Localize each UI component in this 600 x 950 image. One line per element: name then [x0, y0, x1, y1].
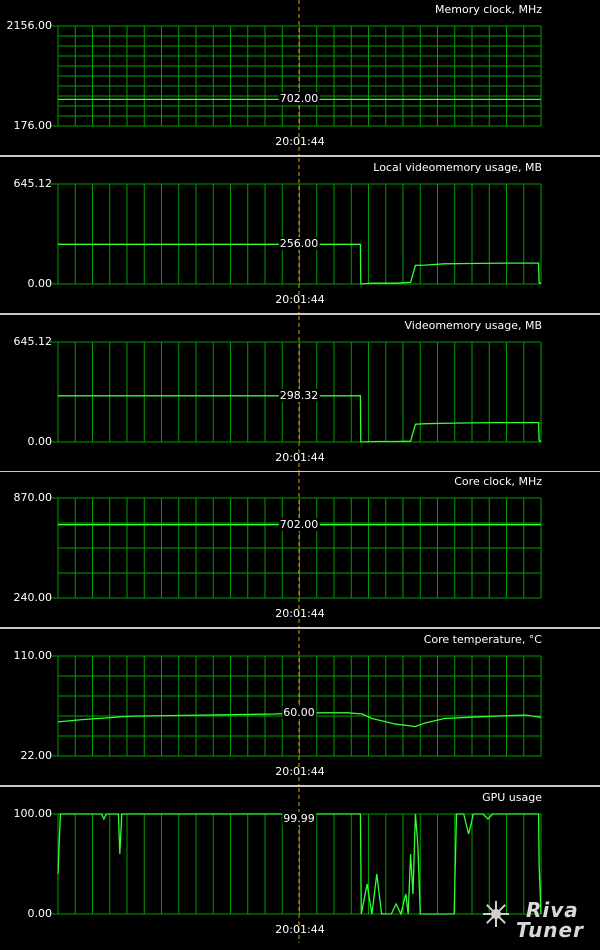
axis-min-label: 0.00	[27, 907, 53, 920]
graph-title: Local videomemory usage, MB	[373, 161, 542, 174]
logo-star-icon	[483, 901, 509, 927]
series-line	[58, 243, 542, 285]
panel-separator	[0, 785, 600, 787]
time-label: 20:01:44	[275, 135, 325, 148]
axis-min-label: 0.00	[27, 277, 53, 290]
graph-panel: Memory clock, MHz 2156.00 176.00 20:01:44 70…	[0, 0, 600, 155]
axis-min-label: 0.00	[27, 435, 53, 448]
graph-plot	[50, 788, 542, 943]
current-value-label: 298.32	[278, 388, 320, 402]
time-label: 20:01:44	[275, 451, 325, 464]
axis-min-label: 240.00	[13, 591, 53, 604]
axis-max-label: 645.12	[13, 335, 53, 348]
time-label: 20:01:44	[275, 293, 325, 306]
graph-title: Core temperature, °C	[423, 633, 542, 646]
axis-max-label: 100.00	[13, 807, 53, 820]
panel-separator	[0, 627, 600, 629]
panel-separator	[0, 155, 600, 157]
current-value-label: 702.00	[278, 517, 320, 531]
time-label: 20:01:44	[275, 765, 325, 778]
graph-title: Videomemory usage, MB	[404, 319, 543, 332]
current-value-label: 256.00	[278, 237, 320, 251]
logo-text-top: Riva	[526, 898, 579, 922]
time-label: 20:01:44	[275, 607, 325, 620]
graph-title: Core clock, MHz	[454, 475, 542, 488]
graph-panel: Core temperature, °C 110.00 22.00 20:01:44 6…	[0, 630, 600, 785]
series-line	[57, 712, 542, 728]
panel-separator	[0, 313, 600, 315]
graph-panel: Local videomemory usage, MB 645.12 0.00 20:…	[0, 158, 600, 313]
graph-plot	[50, 0, 542, 155]
graph-panel: Videomemory usage, MB 645.12 0.00 20:01:44 2…	[0, 316, 600, 471]
series-line	[58, 395, 542, 443]
current-value-label: 99.99	[282, 812, 316, 825]
current-value-label: 702.00	[278, 92, 320, 106]
graph-panel: Core clock, MHz 870.00 240.00 20:01:44 702.0…	[0, 472, 600, 627]
current-value-label: 60.00	[282, 705, 316, 719]
graph-plot	[50, 472, 542, 627]
axis-min-label: 22.00	[20, 749, 53, 762]
axis-max-label: 645.12	[13, 177, 53, 190]
axis-max-label: 2156.00	[6, 19, 53, 32]
rivatuner-logo: Riva Tuner	[482, 898, 594, 944]
graph-title: Memory clock, MHz	[434, 3, 542, 16]
graph-plot	[50, 158, 542, 313]
logo-text-bottom: Tuner	[516, 918, 584, 942]
series-line	[57, 813, 542, 916]
axis-min-label: 176.00	[13, 119, 53, 132]
time-label: 20:01:44	[275, 923, 325, 936]
axis-max-label: 870.00	[13, 491, 53, 504]
graph-title: GPU usage	[482, 791, 542, 804]
axis-max-label: 110.00	[13, 649, 53, 662]
